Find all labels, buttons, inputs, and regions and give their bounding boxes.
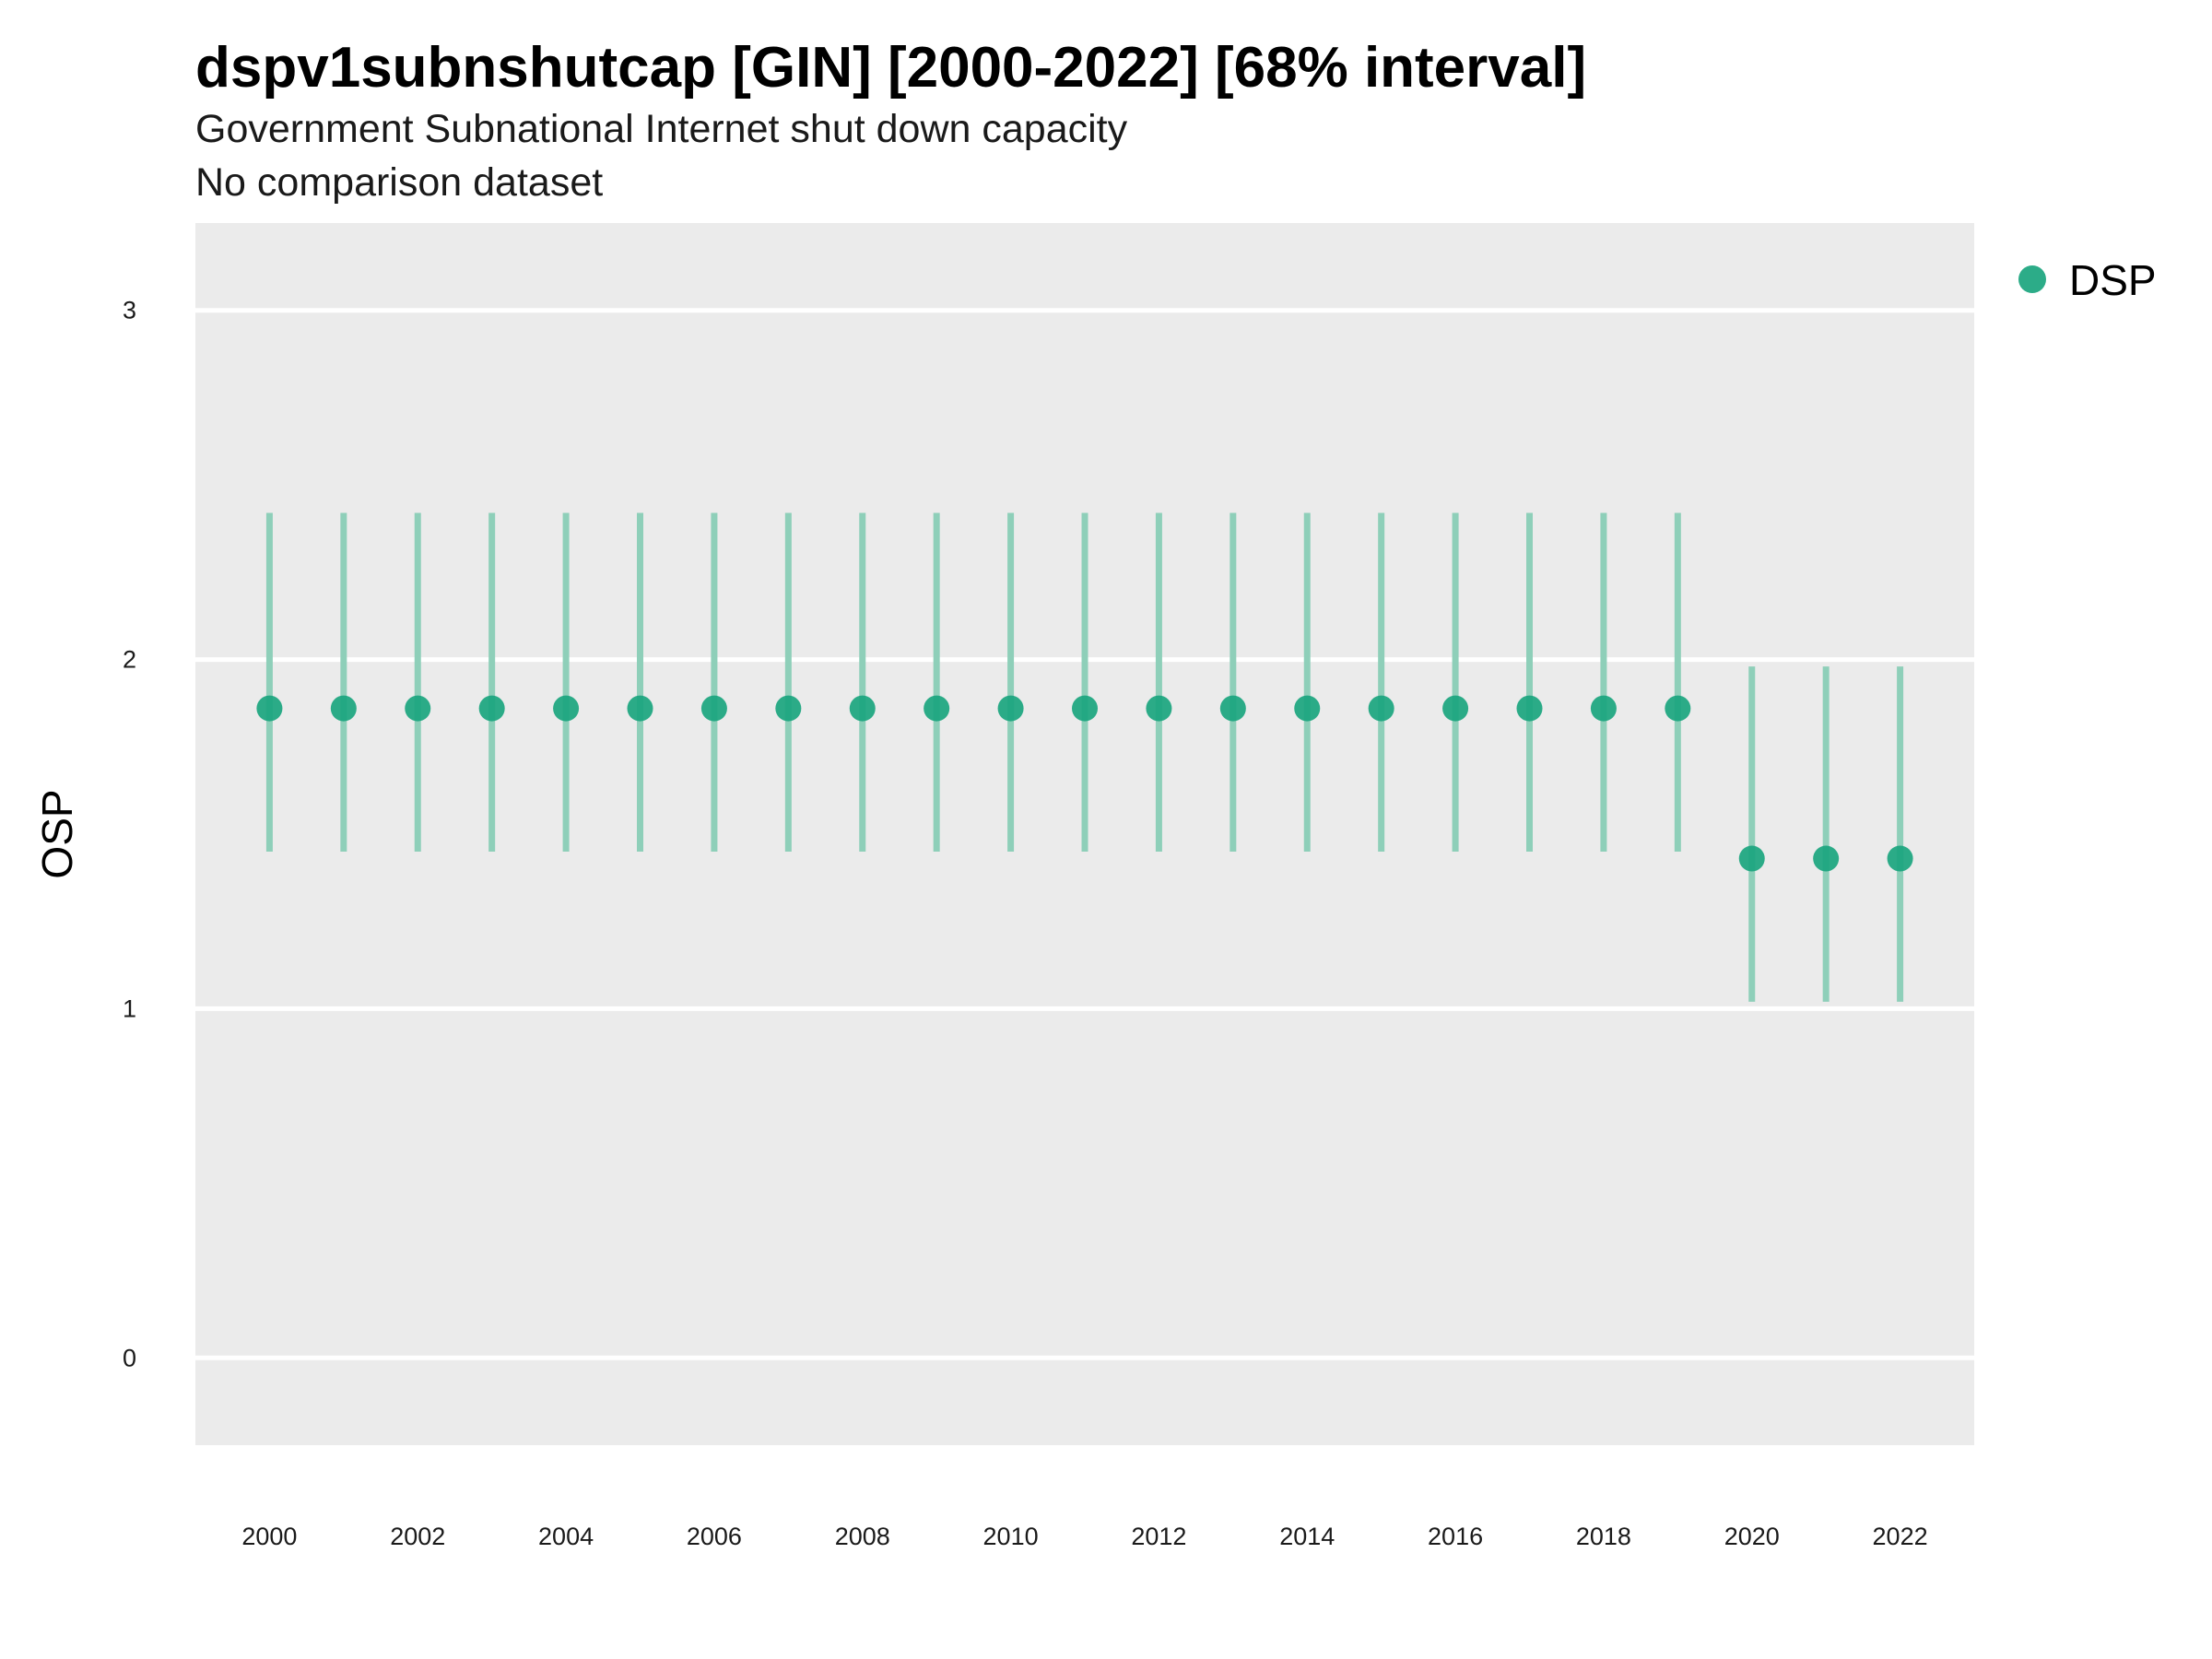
x-tick-2008: 2008 [835,1523,890,1550]
point-2014 [1294,695,1321,722]
x-tick-2012: 2012 [1131,1523,1186,1550]
x-tick-2000: 2000 [241,1523,297,1550]
point-2020 [1738,845,1765,872]
point-2006 [700,695,727,722]
y-tick-labels: 0 1 2 3 [123,297,136,1372]
point-2022 [1887,845,1913,872]
point-2012 [1146,695,1172,722]
chart-title: dspv1subnshutcap [GIN] [2000-2022] [68% … [195,36,1587,100]
point-2008 [849,695,876,722]
point-2002 [405,695,431,722]
point-2007 [775,695,802,722]
x-tick-2004: 2004 [538,1523,594,1550]
chart-subtitle: Government Subnational Internet shut dow… [195,107,1128,151]
point-2018 [1590,695,1617,722]
point-2005 [627,695,653,722]
y-tick-1: 1 [123,994,136,1022]
y-tick-3: 3 [123,297,136,324]
x-tick-2022: 2022 [1873,1523,1928,1550]
x-tick-2010: 2010 [983,1523,1039,1550]
x-tick-2002: 2002 [390,1523,445,1550]
y-tick-0: 0 [123,1344,136,1371]
point-2010 [997,695,1024,722]
point-2000 [256,695,283,722]
legend: DSP [2018,256,2157,304]
x-tick-2016: 2016 [1428,1523,1483,1550]
point-2013 [1219,695,1246,722]
legend-dsp-label: DSP [2069,256,2157,304]
point-2021 [1813,845,1840,872]
point-2004 [553,695,580,722]
point-2011 [1072,695,1098,722]
x-tick-2014: 2014 [1279,1523,1335,1550]
point-2017 [1516,695,1543,722]
chart-caption: No comparison dataset [195,160,604,205]
data-points [256,695,1913,872]
interval-bars [265,512,1904,1002]
point-2016 [1442,695,1469,722]
point-2015 [1368,695,1394,722]
point-2003 [478,695,505,722]
y-tick-2: 2 [123,646,136,674]
point-2001 [330,695,357,722]
x-tick-labels: 2000 2002 2004 2006 2008 2010 2012 2014 2016 2018… [241,1523,1927,1550]
point-2009 [924,695,950,722]
x-tick-2006: 2006 [687,1523,742,1550]
x-tick-2018: 2018 [1576,1523,1631,1550]
y-axis-label: OSP [33,789,81,878]
point-2019 [1665,695,1691,722]
legend-dsp-marker [2018,265,2046,293]
x-tick-2020: 2020 [1724,1523,1780,1550]
